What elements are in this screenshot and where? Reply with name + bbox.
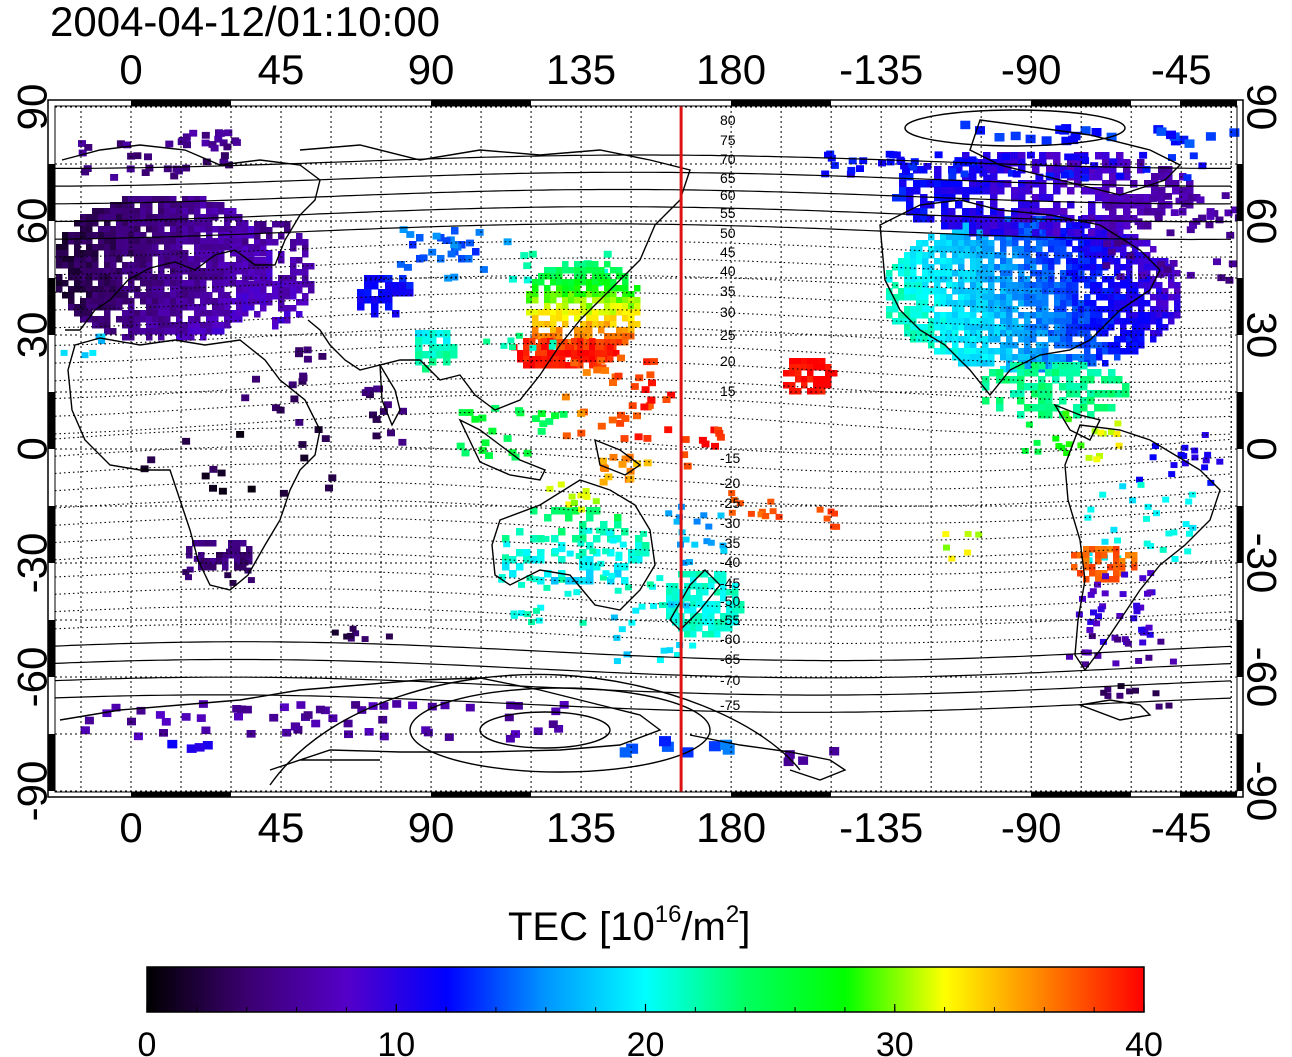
contour-label: 30 [720, 304, 736, 320]
contour-label: 75 [720, 132, 736, 148]
colorbar-tick-label: 10 [377, 1026, 415, 1057]
colorbar-tick-label: 20 [627, 1026, 665, 1057]
left-lat-tick-label: 0 [9, 437, 56, 460]
top-lon-tick-label: -45 [1151, 46, 1212, 93]
contour-label: -25 [720, 495, 740, 511]
left-lat-tick-label: 90 [9, 84, 56, 131]
contour-label: 50 [720, 225, 736, 241]
bottom-lon-tick-label: -90 [1001, 804, 1062, 851]
contour-label: 55 [720, 205, 736, 221]
top-lon-tick-label: 0 [119, 46, 142, 93]
axis-labels: 0045459090135135180180-135-135-90-90-45-… [9, 46, 1286, 851]
right-lat-tick-label: 60 [1238, 198, 1285, 245]
right-lat-tick-label: -60 [1238, 647, 1285, 708]
contour-label: 65 [720, 170, 736, 186]
top-lon-tick-label: 45 [258, 46, 305, 93]
bottom-lon-tick-label: 45 [258, 804, 305, 851]
left-lat-tick-label: -30 [9, 533, 56, 594]
contour-label: 70 [720, 151, 736, 167]
top-lon-tick-label: -135 [839, 46, 923, 93]
top-lon-tick-label: -90 [1001, 46, 1062, 93]
map-frame [47, 99, 1244, 798]
contour-label: 40 [720, 263, 736, 279]
bottom-lon-tick-label: -45 [1151, 804, 1212, 851]
left-lat-tick-label: 60 [9, 198, 56, 245]
bottom-lon-tick-label: -135 [839, 804, 923, 851]
contour-label: -20 [720, 475, 740, 491]
contour-label: 80 [720, 112, 736, 128]
bottom-lon-tick-label: 0 [119, 804, 142, 851]
timestamp-title: 2004-04-12/01:10:00 [50, 0, 440, 45]
colorbar-tick-label: 40 [1125, 1026, 1163, 1057]
contour-label: -70 [720, 672, 740, 688]
contour-label: -55 [720, 612, 740, 628]
contour-label: 15 [720, 383, 736, 399]
contour-label: -75 [720, 697, 740, 713]
colorbar-tick-label: 0 [138, 1026, 157, 1057]
contour-label: -40 [720, 554, 740, 570]
right-lat-tick-label: -90 [1238, 761, 1285, 822]
left-lat-tick-label: 30 [9, 312, 56, 359]
colorbar-ticks: 0 10 20 30 40 [138, 1004, 1163, 1057]
colorbar-tick-label: 30 [876, 1026, 914, 1057]
contour-label: -30 [720, 515, 740, 531]
left-lat-tick-label: -90 [9, 761, 56, 822]
contour-label: 20 [720, 353, 736, 369]
top-lon-tick-label: 90 [408, 46, 455, 93]
contour-label: 25 [720, 327, 736, 343]
bottom-lon-tick-label: 90 [408, 804, 455, 851]
left-lat-tick-label: -60 [9, 647, 56, 708]
right-lat-tick-label: 90 [1238, 84, 1285, 131]
contour-label: -60 [720, 631, 740, 647]
right-lat-tick-label: 30 [1238, 312, 1285, 359]
contour-label: -45 [720, 575, 740, 591]
coastlines [59, 119, 1221, 781]
bottom-lon-tick-label: 180 [696, 804, 766, 851]
contour-label: -65 [720, 651, 740, 667]
contour-label: 35 [720, 283, 736, 299]
contour-label: 45 [720, 244, 736, 260]
bottom-lon-tick-label: 135 [546, 804, 616, 851]
top-lon-tick-label: 135 [546, 46, 616, 93]
top-lon-tick-label: 180 [696, 46, 766, 93]
right-lat-tick-label: 0 [1238, 437, 1285, 460]
colorbar-title: TEC [1016/m2] [508, 901, 751, 950]
contour-label: 60 [720, 187, 736, 203]
right-lat-tick-label: -30 [1238, 533, 1285, 594]
contour-label: -50 [720, 593, 740, 609]
contour-label: -35 [720, 535, 740, 551]
contour-label: -15 [720, 450, 740, 466]
